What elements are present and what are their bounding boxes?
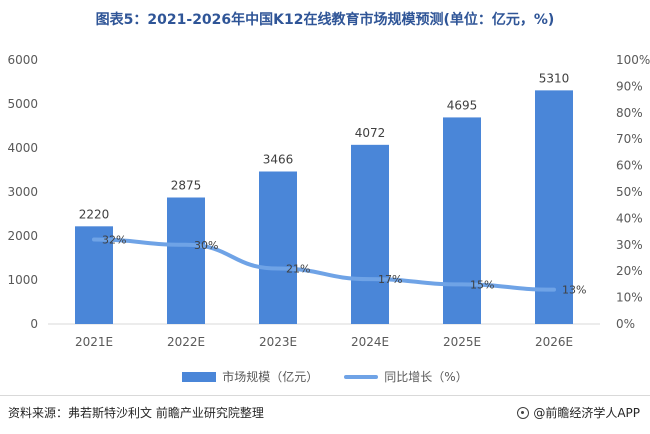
bar <box>443 117 481 324</box>
line-value-label: 15% <box>470 278 494 291</box>
y-right-tick-label: 90% <box>616 79 643 93</box>
brand-logo-icon <box>517 406 530 419</box>
x-axis: 2021E 2022E 2023E 2024E 2025E 2026E <box>75 335 573 349</box>
y-right-tick-label: 70% <box>616 132 643 146</box>
y-left-tick-label: 6000 <box>7 53 38 67</box>
bar-value-label: 2875 <box>171 179 202 193</box>
y-right-tick-label: 10% <box>616 291 643 305</box>
bar <box>75 226 113 324</box>
line-value-label: 17% <box>378 273 402 286</box>
bar-value-label: 3466 <box>263 152 294 166</box>
y-right-tick-label: 0% <box>616 317 635 331</box>
bar <box>351 144 389 324</box>
x-tick-label: 2021E <box>75 335 113 349</box>
y-left-tick-label: 3000 <box>7 185 38 199</box>
line-value-label: 32% <box>102 234 126 247</box>
y-right-tick-label: 30% <box>616 238 643 252</box>
bar <box>167 197 205 324</box>
y-left-axis: 0 1000 2000 3000 4000 5000 6000 <box>7 53 38 331</box>
legend-swatch-line <box>344 374 379 379</box>
y-left-tick-label: 2000 <box>7 229 38 243</box>
y-right-axis: 0% 10% 20% 30% 40% 50% 60% 70% 80% 90% 100% <box>616 53 650 331</box>
line-value-label: 30% <box>194 239 218 252</box>
line-value-label: 21% <box>286 263 310 276</box>
x-tick-label: 2023E <box>259 335 297 349</box>
bar-value-label: 4072 <box>355 126 386 140</box>
y-right-tick-label: 20% <box>616 264 643 278</box>
y-left-tick-label: 1000 <box>7 273 38 287</box>
bar <box>535 90 573 324</box>
y-right-tick-label: 40% <box>616 211 643 225</box>
legend-label-bar: 市场规模（亿元） <box>222 370 319 384</box>
footer-divider <box>0 395 650 396</box>
legend: 市场规模（亿元） 同比增长（%） <box>0 368 650 385</box>
bar-series <box>75 90 573 324</box>
growth-line <box>92 237 556 292</box>
brand-text: @前瞻经济学人APP <box>533 406 640 420</box>
legend-label-line: 同比增长（%） <box>384 370 468 384</box>
legend-item-bar: 市场规模（亿元） <box>182 368 318 385</box>
y-right-tick-label: 60% <box>616 159 643 173</box>
y-left-tick-label: 0 <box>30 317 38 331</box>
line-labels: 32% 30% 21% 17% 15% 13% <box>102 234 586 297</box>
y-right-tick-label: 50% <box>616 185 643 199</box>
x-tick-label: 2024E <box>351 335 389 349</box>
brand-credit: @前瞻经济学人APP <box>517 404 640 421</box>
bar-value-label: 5310 <box>539 71 570 85</box>
line-value-label: 13% <box>562 284 586 297</box>
y-right-tick-label: 100% <box>616 53 650 67</box>
bar-labels: 2220 2875 3466 4072 4695 5310 <box>79 71 570 221</box>
bar-value-label: 4695 <box>447 98 478 112</box>
bar-value-label: 2220 <box>79 207 110 221</box>
y-left-tick-label: 5000 <box>7 97 38 111</box>
x-tick-label: 2022E <box>167 335 205 349</box>
legend-item-line: 同比增长（%） <box>344 368 468 385</box>
chart-title: 图表5：2021-2026年中国K12在线教育市场规模预测(单位：亿元，%) <box>95 12 555 28</box>
x-tick-label: 2026E <box>535 335 573 349</box>
source-note: 资料来源：弗若斯特沙利文 前瞻产业研究院整理 <box>8 406 264 420</box>
y-left-tick-label: 4000 <box>7 141 38 155</box>
y-right-tick-label: 80% <box>616 106 643 120</box>
bar <box>259 171 297 324</box>
x-tick-label: 2025E <box>443 335 481 349</box>
legend-swatch-bar <box>182 371 217 382</box>
